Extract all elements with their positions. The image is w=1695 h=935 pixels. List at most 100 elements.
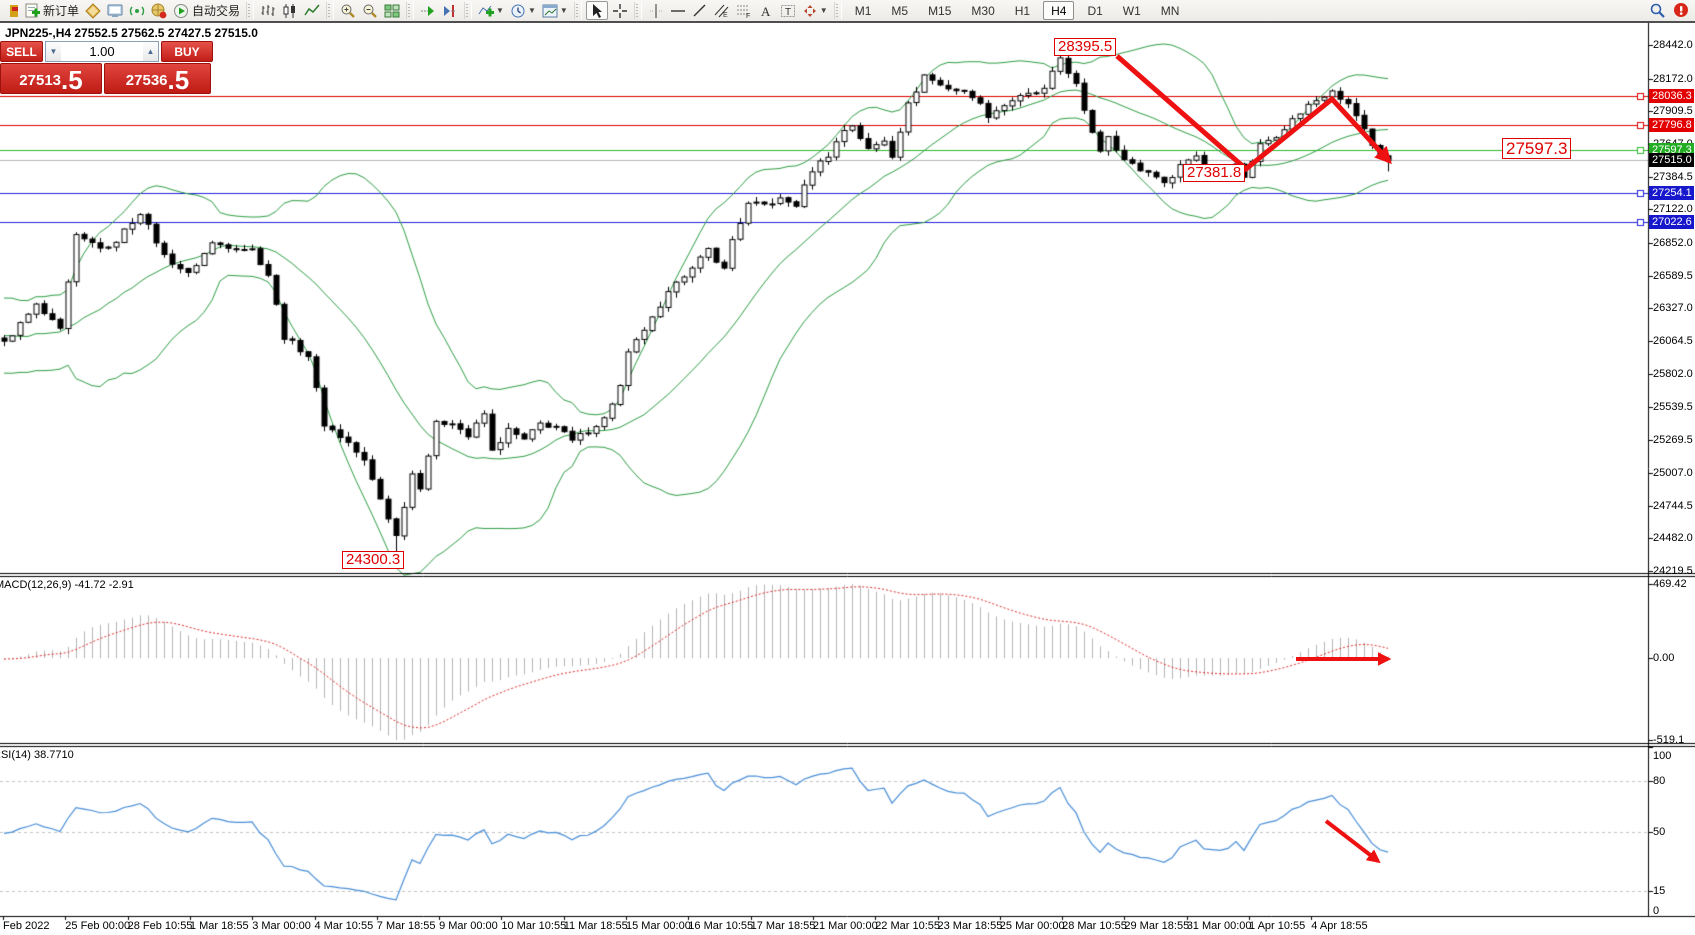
price-annotation-box[interactable]: 24300.3 bbox=[342, 551, 405, 569]
volume-increase-button[interactable]: ▲ bbox=[143, 42, 158, 61]
timeframe-bar: M1 M5 M15 M30 H1 H4 D1 W1 MN bbox=[845, 1, 1190, 20]
candlestick-icon bbox=[283, 3, 296, 18]
auto-scroll-button[interactable] bbox=[418, 1, 438, 20]
new-order-label: 新订单 bbox=[43, 4, 80, 18]
toolbar-separator bbox=[464, 2, 473, 19]
crosshair-tool-button[interactable] bbox=[610, 1, 630, 20]
dropdown-caret: ▼ bbox=[819, 6, 828, 15]
candlestick-chart-button[interactable] bbox=[280, 1, 300, 20]
time-tick-label: 11 Mar 18:55 bbox=[563, 920, 628, 932]
rsi-down-arrow[interactable] bbox=[1324, 819, 1381, 864]
navigator-button[interactable] bbox=[127, 1, 147, 20]
price-tick-label: 27384.5 bbox=[1653, 170, 1693, 183]
arrows-icon bbox=[803, 4, 816, 17]
time-tick-label: 31 Mar 00:00 bbox=[1186, 920, 1252, 932]
chat-button[interactable] bbox=[1670, 1, 1692, 20]
buy-button[interactable]: BUY bbox=[161, 41, 213, 62]
metaeditor-button[interactable] bbox=[83, 1, 103, 20]
vertical-line-tool-button[interactable] bbox=[646, 1, 666, 20]
search-icon bbox=[1650, 3, 1665, 18]
chart-shift-button[interactable] bbox=[440, 1, 460, 20]
terminal-button[interactable] bbox=[149, 1, 169, 20]
tile-windows-button[interactable] bbox=[382, 1, 402, 20]
price-tick-label: 25802.0 bbox=[1653, 367, 1693, 380]
channel-tool-button[interactable]: E bbox=[712, 1, 732, 20]
rsi-axis-label: 50 bbox=[1653, 826, 1666, 838]
text-label-tool-button[interactable]: T bbox=[778, 1, 798, 20]
horizontal-line-tool-button[interactable] bbox=[668, 1, 688, 20]
sell-price-display[interactable]: 27513.5 bbox=[0, 63, 102, 94]
timeframe-button-h1[interactable]: H1 bbox=[1014, 3, 1031, 18]
time-tick-label: 7 Mar 18:55 bbox=[376, 920, 436, 932]
time-tick-label: Feb 2022 bbox=[3, 920, 50, 932]
text-label-icon: T bbox=[780, 4, 795, 18]
cursor-icon bbox=[592, 3, 602, 18]
macd-axis-label: 0.00 bbox=[1653, 652, 1675, 664]
volume-input[interactable] bbox=[61, 42, 143, 61]
time-tick-label: 22 Mar 10:55 bbox=[875, 920, 941, 932]
signal-icon bbox=[129, 6, 145, 15]
buy-price-main: 27536 bbox=[125, 72, 168, 89]
toolbar-separator bbox=[326, 2, 335, 19]
buy-price-pips: .5 bbox=[167, 65, 190, 95]
indicators-button[interactable]: ▼ bbox=[476, 1, 506, 20]
zoom-out-button[interactable] bbox=[360, 1, 380, 20]
price-annotation-box[interactable]: 27381.8 bbox=[1183, 164, 1246, 182]
new-order-icon bbox=[25, 3, 40, 17]
autotrading-button[interactable]: 自动交易 bbox=[171, 1, 242, 20]
market-watch-button[interactable] bbox=[105, 1, 125, 20]
volume-decrease-button[interactable]: ▼ bbox=[46, 42, 61, 61]
sell-price-main: 27513 bbox=[19, 72, 62, 89]
rsi-axis-label: 0 bbox=[1653, 905, 1660, 917]
main-trend-zigzag-arrow[interactable] bbox=[1115, 54, 1392, 173]
tile-windows-icon bbox=[384, 4, 400, 17]
cursor-tool-button[interactable] bbox=[585, 1, 608, 20]
price-tick-label: 27122.0 bbox=[1653, 203, 1693, 216]
dropdown-caret: ▼ bbox=[496, 6, 504, 15]
line-chart-button[interactable] bbox=[302, 1, 322, 20]
svg-text:A: A bbox=[761, 4, 771, 19]
price-tick-label: 24744.5 bbox=[1653, 499, 1693, 512]
price-annotation-box[interactable]: 27597.3 bbox=[1502, 138, 1572, 159]
time-tick-label: 9 Mar 00:00 bbox=[439, 920, 498, 932]
timeframe-button-m1[interactable]: M1 bbox=[854, 3, 872, 18]
chart-symbol-title: JPN225-,H4 27552.5 27562.5 27427.5 27515… bbox=[5, 26, 258, 40]
templates-icon bbox=[542, 4, 558, 17]
svg-text:T: T bbox=[785, 7, 791, 18]
arrows-tool-button[interactable]: ▼ bbox=[800, 1, 830, 20]
time-tick-label: 15 Mar 00:00 bbox=[626, 920, 691, 932]
bar-chart-button[interactable] bbox=[258, 1, 278, 20]
price-annotation-box[interactable]: 28395.5 bbox=[1054, 38, 1117, 56]
clock-icon bbox=[511, 4, 525, 17]
timeframe-button-d1[interactable]: D1 bbox=[1087, 3, 1103, 18]
timeframe-button-w1[interactable]: W1 bbox=[1122, 3, 1141, 18]
clipped-edge-icon[interactable] bbox=[0, 1, 20, 20]
price-tick-label: 26852.0 bbox=[1653, 237, 1693, 250]
bar-chart-icon bbox=[261, 4, 275, 16]
timeframe-button-mn[interactable]: MN bbox=[1160, 3, 1180, 18]
time-tick-label: 1 Apr 10:55 bbox=[1249, 920, 1306, 932]
sell-button[interactable]: SELL bbox=[0, 41, 43, 62]
timeframe-button-m15[interactable]: M15 bbox=[928, 3, 952, 18]
price-tick-label: 24482.0 bbox=[1653, 532, 1693, 545]
price-tick-label: 26589.5 bbox=[1653, 269, 1693, 282]
text-tool-button[interactable]: A bbox=[756, 1, 776, 20]
buy-price-display[interactable]: 27536.5 bbox=[104, 63, 211, 94]
trendline-tool-button[interactable] bbox=[690, 1, 710, 20]
toolbar-separator bbox=[406, 2, 415, 19]
fibonacci-tool-button[interactable]: F bbox=[734, 1, 754, 20]
zoom-in-button[interactable] bbox=[338, 1, 358, 20]
search-button[interactable] bbox=[1647, 1, 1668, 20]
timeframe-button-h4[interactable]: H4 bbox=[1043, 1, 1075, 20]
one-click-trade-panel: SELL ▼ ▲ BUY 27513.5 27536.5 bbox=[0, 41, 213, 94]
new-order-button[interactable]: 新订单 bbox=[22, 1, 81, 20]
price-tick-label: 25007.0 bbox=[1653, 466, 1693, 479]
templates-button[interactable]: ▼ bbox=[540, 1, 570, 20]
clipped-icon bbox=[10, 4, 18, 17]
time-tick-label: 25 Feb 00:00 bbox=[65, 920, 131, 932]
timeframe-button-m30[interactable]: M30 bbox=[971, 3, 995, 18]
timeframe-button-m5[interactable]: M5 bbox=[891, 3, 909, 18]
periods-button[interactable]: ▼ bbox=[508, 1, 538, 20]
